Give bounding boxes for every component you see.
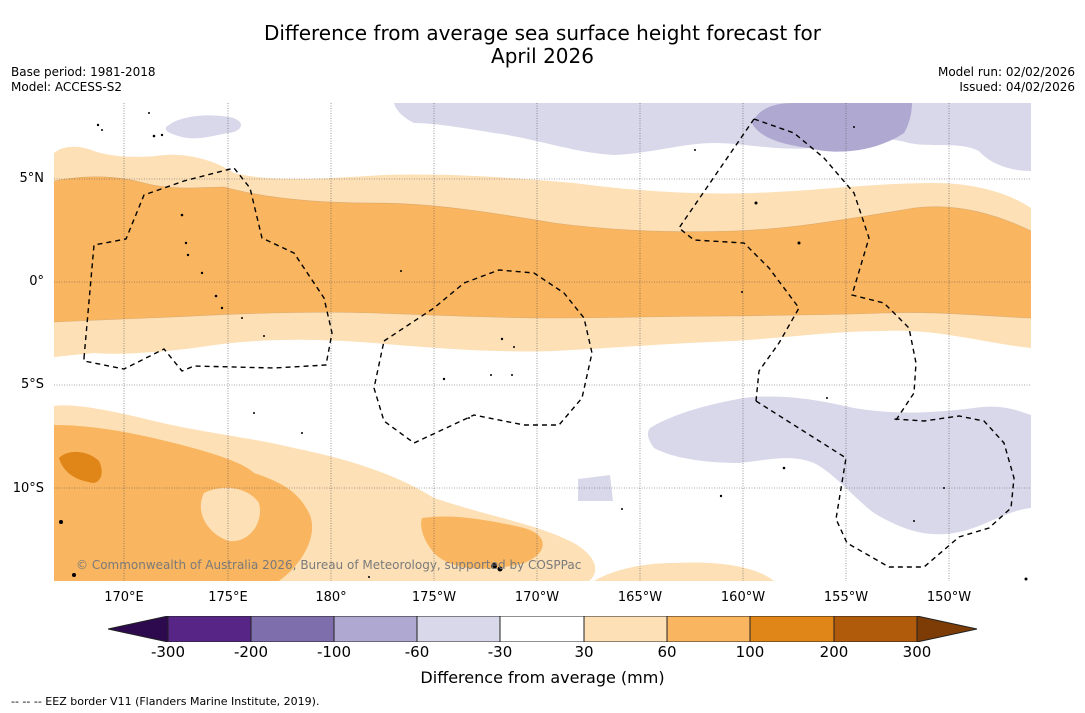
- lon-label-180: 180°: [315, 590, 347, 605]
- title-line-2: April 2026: [491, 44, 594, 68]
- eez-kiribati-gilberts: [83, 167, 333, 372]
- lat-label-5n: 5°N: [19, 171, 45, 186]
- colorbar-bin-5: [500, 616, 584, 642]
- colorbar-bin-2: [251, 616, 334, 642]
- lat-label-5s: 5°S: [20, 377, 44, 392]
- colorbar-bin-6: [584, 616, 667, 642]
- lon-label-155w: 155°W: [823, 590, 869, 605]
- colorbar-under-arrow: [108, 616, 168, 642]
- negative-anomaly-islet: [165, 115, 242, 139]
- eez-phoenix: [373, 269, 593, 444]
- model-run: Model run: 02/02/2026: [937, 65, 1075, 79]
- colorbar-tick-9: 300: [902, 643, 932, 661]
- graticule: [54, 103, 1031, 581]
- colorbar: [108, 616, 978, 642]
- eez-line-islands-west: [678, 118, 800, 402]
- lon-label-165w: 165°W: [617, 590, 663, 605]
- colorbar-tick-4: -30: [487, 643, 513, 661]
- model-name: Model: ACCESS-S2: [11, 80, 123, 94]
- negative-anomaly-north-core: [752, 103, 912, 152]
- lat-label-0: 0°: [29, 274, 44, 289]
- colorbar-tick-0: -300: [150, 643, 186, 661]
- colorbar-over-arrow: [917, 616, 977, 642]
- colorbar-tick-2: -100: [316, 643, 352, 661]
- eez-borders: [83, 118, 1015, 568]
- positive-anomaly-south-medium: [54, 425, 313, 581]
- colorbar-tick-5: 30: [574, 643, 594, 661]
- map-title: Difference from average sea surface heig…: [0, 22, 1085, 68]
- lon-label-150w: 150°W: [926, 590, 972, 605]
- eez-line-islands: [753, 118, 917, 424]
- base-period: Base period: 1981-2018: [11, 65, 156, 79]
- positive-anomaly-se-light: [594, 562, 774, 581]
- metadata-left: Base period: 1981-2018 Model: ACCESS-S2: [11, 65, 156, 95]
- colorbar-tick-3: -60: [404, 643, 430, 661]
- lon-label-170e: 170°E: [104, 590, 144, 605]
- title-line-1: Difference from average sea surface heig…: [263, 21, 822, 45]
- positive-anomaly-south-lobe: [200, 487, 260, 542]
- colorbar-bin-9: [834, 616, 917, 642]
- contour-lines: [54, 176, 1031, 323]
- colorbar-tick-7: 100: [735, 643, 765, 661]
- issued-date: Issued: 04/02/2026: [959, 80, 1075, 94]
- positive-anomaly-medium-band: [54, 176, 1031, 322]
- negative-anomaly-patch: [578, 475, 613, 501]
- map-panel: © Commonwealth of Australia 2026, Bureau…: [54, 103, 1031, 581]
- islands: [59, 112, 1028, 581]
- lon-label-160w: 160°W: [720, 590, 766, 605]
- positive-anomaly-south-dark: [59, 451, 102, 483]
- negative-anomaly-north: [394, 103, 1031, 171]
- lon-label-175e: 175°E: [208, 590, 248, 605]
- colorbar-bin-4: [417, 616, 500, 642]
- lon-label-170w: 170°W: [514, 590, 560, 605]
- colorbar-label: Difference from average (mm): [420, 668, 665, 687]
- copyright-notice: © Commonwealth of Australia 2026, Bureau…: [76, 558, 582, 572]
- negative-anomaly-south: [647, 396, 1031, 535]
- eez-french-polynesia: [755, 400, 1015, 568]
- positive-anomaly-south-medium-2: [421, 516, 543, 569]
- map-graphic: [54, 103, 1031, 581]
- colorbar-tick-1: -200: [233, 643, 269, 661]
- eez-legend: -- -- -- EEZ border V11 (Flanders Marine…: [11, 695, 320, 708]
- colorbar-tick-8: 200: [819, 643, 849, 661]
- colorbar-bin-1: [168, 616, 251, 642]
- colorbar-tick-6: 60: [657, 643, 677, 661]
- lat-label-10s: 10°S: [12, 481, 44, 496]
- lon-label-175w: 175°W: [411, 590, 457, 605]
- colorbar-bin-8: [750, 616, 834, 642]
- colorbar-bin-7: [667, 616, 750, 642]
- colorbar-bin-3: [334, 616, 417, 642]
- metadata-right: Model run: 02/02/2026 Issued: 04/02/2026: [938, 65, 1075, 95]
